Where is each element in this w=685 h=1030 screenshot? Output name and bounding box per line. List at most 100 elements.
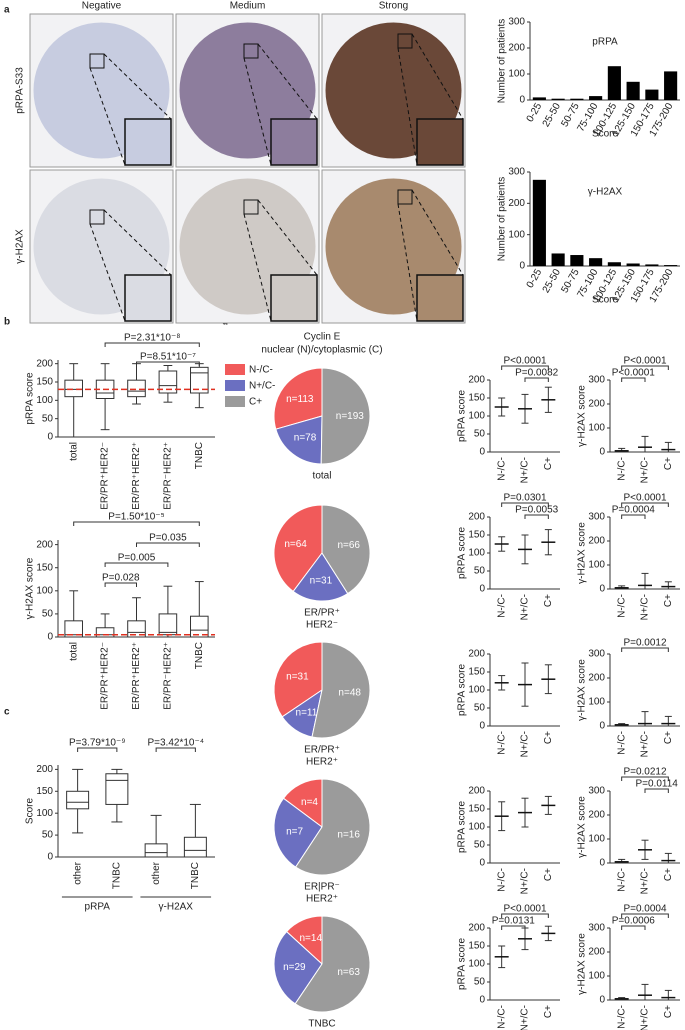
bar [570,255,584,266]
p-value: P=0.0212 [623,767,667,778]
slice-label: n=11 [296,708,318,719]
significance-bracket [644,788,669,793]
pie-caption: total [313,471,332,482]
x-tick-label: other [72,861,83,884]
zoom-line [103,209,172,276]
zoom-box [397,189,413,205]
zoom-line [411,33,464,120]
y-tick-label: 200 [508,43,525,54]
x-tick-label: N+/C- [640,1005,651,1030]
y-tick-label: 100 [588,834,605,845]
x-tick-label: N-/C- [496,594,507,618]
y-tick-label: 0 [599,858,605,869]
slice-label: n=29 [283,962,306,973]
significance-bracket [155,747,196,752]
x-tick-label: N+/C- [640,868,651,894]
y-tick-label: 200 [588,673,605,684]
y-axis-label: γ-H2AX score [577,385,588,447]
x-tick-label: N+/C- [520,731,531,757]
zoom-box [243,43,259,59]
pie-caption: HER2⁺ [306,757,338,768]
pie-caption: HER2⁻ [306,620,338,631]
zoom-line [397,203,418,322]
p-value: P=0.0053 [515,505,559,516]
significance-bracket [621,776,669,781]
y-tick-label: 100 [588,560,605,571]
y-tick-label: 200 [468,786,485,797]
box [144,843,168,858]
y-axis-label: pRPA score [25,372,36,424]
slice-label: n=14 [300,933,323,944]
p-value: P=0.0012 [623,638,667,649]
pie-caption: TNBC [308,1019,335,1030]
y-tick-label: 0 [479,721,485,732]
x-tick-label: other [151,861,162,884]
x-axis-label: Score [592,129,619,140]
y-tick-label: 0 [479,584,485,595]
p-value: P<0.0001 [503,356,547,367]
y-tick-label: 0 [47,852,53,863]
x-tick-label: N+/C- [640,731,651,757]
panel-label: c [4,707,10,718]
slice-label: n=113 [286,394,314,405]
y-tick-label: 100 [468,822,485,833]
significance-bracket [621,502,669,507]
group-label: γ-H2AX [159,902,194,913]
x-tick-label: C+ [543,1005,554,1018]
significance-bracket [621,913,669,918]
y-axis-label: γ-H2AX score [577,522,588,584]
x-tick-label: N-/C- [616,457,627,481]
p-value: P=8.51*10⁻⁷ [140,352,196,363]
significance-bracket [621,647,669,652]
y-tick-label: 50 [42,609,54,620]
box [105,773,129,805]
y-tick-label: 100 [508,69,525,80]
pie-slice [273,797,323,868]
y-tick-label: 150 [36,562,53,573]
x-tick-label: N-/C- [616,731,627,755]
y-tick-label: 50 [474,566,486,577]
y-tick-label: 50 [474,703,486,714]
p-value: P<0.0001 [623,493,667,504]
zoom-line [411,189,464,276]
y-tick-label: 100 [508,229,525,240]
y-tick-label: 150 [468,393,485,404]
y-tick-label: 150 [468,667,485,678]
pie-slice [292,552,349,602]
y-tick-label: 50 [474,429,486,440]
p-value: P=0.028 [102,573,140,584]
y-tick-label: 100 [588,697,605,708]
x-axis-label: Score [592,295,619,306]
bar [551,98,565,100]
x-tick-label: N+/C- [640,594,651,620]
y-axis-label: pRPA score [457,390,468,442]
slice-label: n=193 [336,411,365,422]
pie-slice [294,778,371,876]
pie-caption: ER/PR⁺ [304,608,340,619]
y-axis-label: γ-H2AX score [25,557,36,619]
x-tick-label: N+/C- [520,868,531,894]
bar [551,253,565,266]
slice-label: n=4 [301,797,318,808]
zoom-line [397,47,418,166]
p-value: P=0.0082 [515,368,559,379]
box [158,613,178,636]
y-tick-label: 150 [36,377,53,388]
pie-slice [273,367,323,430]
y-tick-label: 150 [468,804,485,815]
significance-bracket [621,377,646,382]
y-tick-label: 200 [588,947,605,958]
bar [589,258,603,266]
p-value: P=3.42*10⁻⁴ [147,738,204,749]
x-tick-label: N-/C- [496,1005,507,1029]
bar [664,265,678,266]
y-tick-label: 100 [468,548,485,559]
y-axis-label: pRPA score [457,801,468,853]
significance-bracket [104,342,200,347]
inset [416,274,464,322]
inset [124,274,172,322]
column-header: Medium [230,1,266,12]
significance-bracket [621,365,669,370]
x-tick-label: TNBC [190,862,201,889]
